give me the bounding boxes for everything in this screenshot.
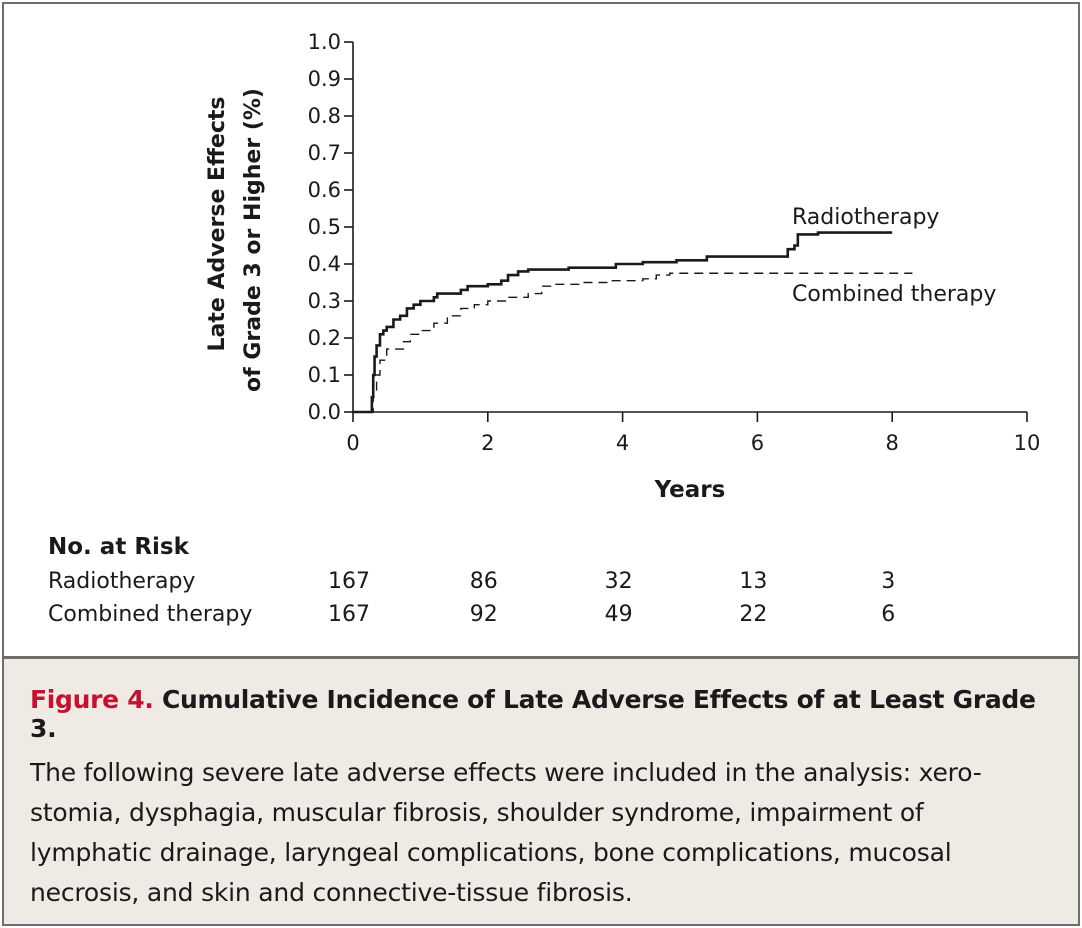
annotation-radiotherapy: Radiotherapy [792,205,939,230]
risk-value: 92 [470,602,498,627]
risk-values: 167 86 32 13 3 167 92 49 22 6 [328,569,895,627]
risk-row-label: Combined therapy [48,602,252,627]
series-line-radiotherapy [353,231,893,414]
chart-area: 0.0 0.1 0.2 0.3 0.4 0.5 0.6 0.7 0.8 0.9 1.0 0 2 4 6 8 10… [4,4,1078,656]
y-tick-label: 0.6 [308,178,341,202]
y-tick-label: 0.2 [308,326,341,350]
y-tick-label: 1.0 [308,30,341,54]
risk-value: 32 [605,569,633,594]
axis-ticks: 0.0 0.1 0.2 0.3 0.4 0.5 0.6 0.7 0.8 0.9 1.0 0 2 4 6 8 10 [308,30,1041,455]
annotation-combined-therapy: Combined therapy [792,282,996,307]
x-tick-label: 4 [616,431,629,455]
x-tick-label: 0 [346,431,359,455]
caption-title-line: Figure 4. Cumulative Incidence of Late A… [30,685,1052,743]
caption-body: The following severe late adverse effect… [30,758,982,907]
figure-caption: Figure 4. Cumulative Incidence of Late A… [4,656,1078,924]
risk-value: 13 [739,569,767,594]
risk-value: 22 [739,602,767,627]
y-axis-label-line2: of Grade 3 or Higher (%) [241,88,266,392]
km-chart: 0.0 0.1 0.2 0.3 0.4 0.5 0.6 0.7 0.8 0.9 1.0 0 2 4 6 8 10… [48,30,1041,627]
y-tick-label: 0.4 [308,252,341,276]
x-axis-label: Years [654,477,726,503]
caption-title: Cumulative Incidence of Late Adverse Eff… [30,685,1036,743]
risk-value: 167 [328,602,370,627]
y-axis-label-line1: Late Adverse Effects [205,97,230,352]
x-tick-label: 10 [1014,431,1041,455]
y-tick-label: 0.7 [308,141,341,165]
risk-value: 86 [470,569,498,594]
risk-value: 49 [605,602,633,627]
risk-value: 3 [881,569,895,594]
y-tick-label: 0.0 [308,400,341,424]
risk-table-heading: No. at Risk [48,534,190,560]
y-tick-label: 0.1 [308,363,341,387]
y-tick-label: 0.9 [308,67,341,91]
x-tick-label: 6 [751,431,764,455]
x-tick-label: 2 [481,431,494,455]
series-group [353,231,913,414]
y-tick-label: 0.5 [308,215,341,239]
x-tick-label: 8 [886,431,899,455]
series-line-combined-therapy [353,272,913,413]
y-tick-label: 0.3 [308,289,341,313]
caption-label: Figure 4. [30,685,154,714]
risk-value: 6 [881,602,895,627]
risk-row-label: Radiotherapy [48,569,195,594]
y-tick-label: 0.8 [308,104,341,128]
risk-value: 167 [328,569,370,594]
